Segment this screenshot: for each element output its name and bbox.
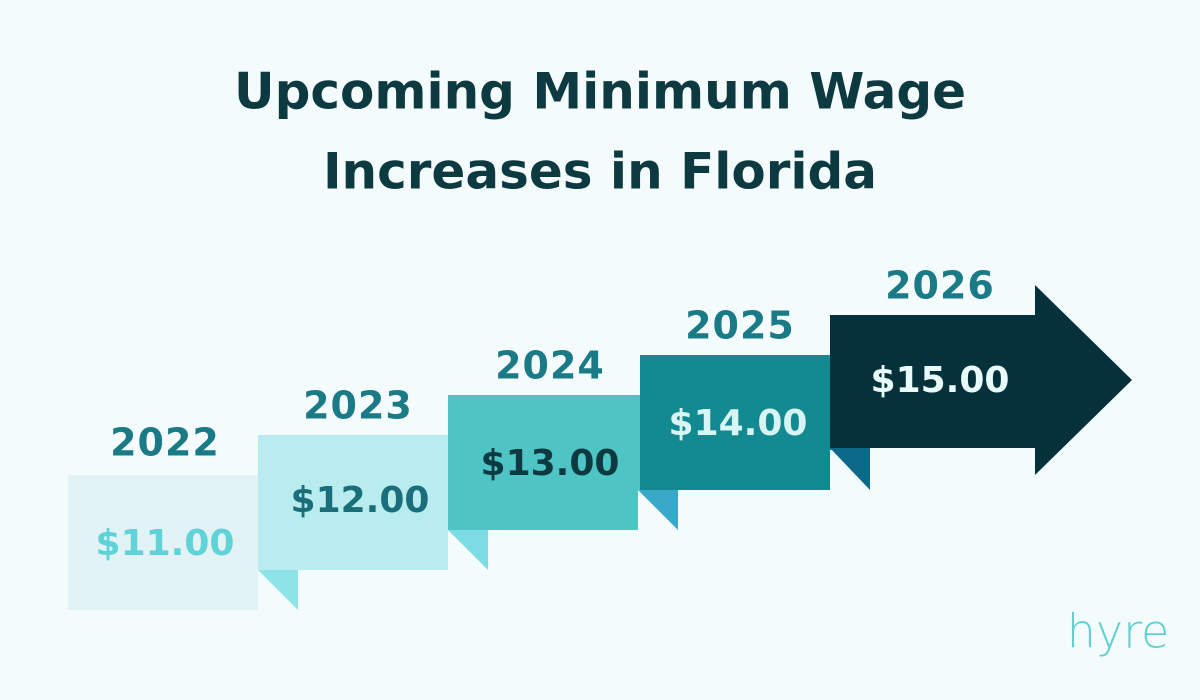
year: 2023 [303,384,413,428]
step-arrow [830,285,1132,475]
year: 2025 [685,304,795,348]
year: 2026 [885,264,995,308]
step-fold [830,448,870,490]
wage: $15.00 [871,360,1010,401]
wage: $11.00 [96,523,235,564]
step-box [448,485,638,530]
year: 2022 [110,421,220,465]
step-fold [638,490,678,530]
step-box [258,525,448,570]
step-box [68,565,258,610]
title-line: Increases in Florida [323,143,877,201]
logo: hyre [1067,605,1170,659]
step-fold [258,570,298,610]
wage: $12.00 [291,480,430,521]
title-line: Upcoming Minimum Wage [234,63,966,121]
step-fold [448,530,488,570]
wage: $14.00 [669,403,808,444]
year: 2024 [495,344,605,388]
step-box [448,395,678,490]
wage: $13.00 [481,443,620,484]
step-box [640,445,830,490]
